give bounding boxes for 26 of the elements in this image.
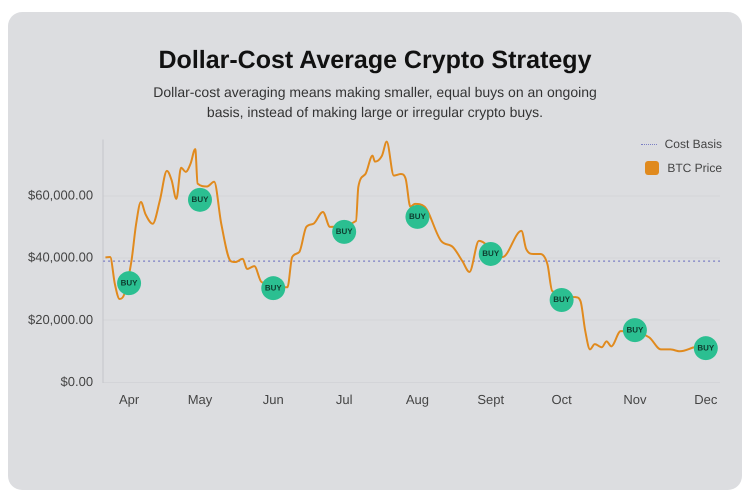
- data-label: BUY: [553, 295, 571, 304]
- chart-subtitle: Dollar-cost averaging means making smaller, equal buys on an ongoing basis, instead of making large or irregular crypto buys.: [152, 83, 598, 122]
- y-tick-label: $40,000.00: [28, 250, 94, 265]
- data-label: BUY: [482, 249, 500, 258]
- x-tick-label: Apr: [118, 392, 140, 407]
- data-label: BUY: [408, 212, 427, 222]
- data-label: BUY: [697, 343, 715, 352]
- data-label: BUY: [336, 227, 354, 236]
- data-label: BUY: [192, 195, 210, 204]
- y-tick-label: $60,000.00: [28, 187, 94, 202]
- chart-title: Dollar-Cost Average Crypto Strategy: [158, 46, 592, 75]
- legend-label: Cost Basis: [664, 137, 722, 151]
- x-tick-label: Nov: [623, 392, 647, 407]
- x-tick-label: Aug: [406, 392, 430, 407]
- data-label: BUY: [264, 283, 282, 292]
- x-tick-label: Dec: [694, 392, 718, 407]
- x-tick-label: Jul: [336, 392, 353, 407]
- x-tick-label: May: [188, 392, 213, 407]
- x-tick-label: Sept: [477, 392, 504, 407]
- data-label: BUY: [120, 278, 138, 288]
- x-tick-label: Oct: [552, 392, 572, 407]
- x-tick-label: Jun: [262, 392, 284, 407]
- legend-label: BTC Price: [667, 161, 722, 175]
- y-tick-label: $0.00: [60, 374, 94, 389]
- y-tick-label: $20,000.00: [28, 312, 94, 327]
- data-label: BUY: [626, 325, 644, 334]
